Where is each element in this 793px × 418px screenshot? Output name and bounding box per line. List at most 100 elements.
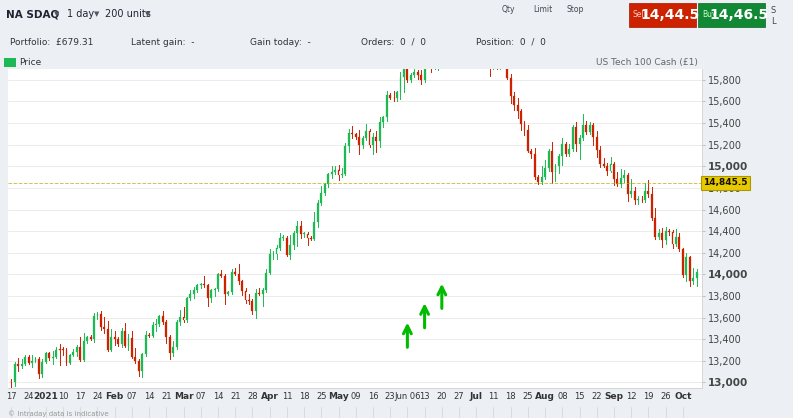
Bar [606,166,608,171]
Bar [351,133,353,135]
Text: 14: 14 [144,393,155,401]
Bar [641,199,642,201]
Bar [210,291,212,298]
Bar [393,97,395,98]
Bar [647,191,649,194]
Bar [35,359,36,361]
Bar [554,166,557,172]
Text: Limit: Limit [533,5,552,14]
Bar [651,194,653,218]
Text: 17: 17 [6,393,17,401]
Bar [179,317,181,322]
Text: 2021: 2021 [33,393,58,401]
Bar [479,16,481,36]
Bar [324,184,326,193]
Bar [600,150,601,164]
Bar [592,125,594,137]
Bar [523,124,526,130]
Text: Mar: Mar [174,393,193,401]
Bar [31,361,33,363]
Bar [203,284,205,285]
Bar [293,233,295,245]
Text: 18: 18 [505,393,516,401]
Bar [623,175,625,178]
Bar [193,290,195,293]
Bar [303,233,305,234]
Bar [151,325,154,336]
Bar [365,131,367,138]
FancyBboxPatch shape [629,3,696,27]
Bar [544,168,546,177]
Text: 24: 24 [23,393,34,401]
Bar [107,329,109,350]
Bar [513,96,515,105]
Bar [307,234,308,238]
Text: 28: 28 [247,393,258,401]
Bar [354,135,357,138]
Bar [375,137,377,141]
Text: 1 day: 1 day [67,9,94,19]
Bar [45,354,47,362]
Bar [679,237,680,249]
Bar [400,77,401,92]
Text: 14,46.5: 14,46.5 [710,8,769,22]
Bar [396,92,398,98]
Bar [362,138,363,145]
Text: ▼: ▼ [94,11,99,17]
Text: 21: 21 [161,393,171,401]
Bar [427,56,429,58]
Text: 13: 13 [419,393,430,401]
Bar [251,301,254,311]
Bar [500,57,501,66]
Bar [172,347,174,353]
Text: 10: 10 [58,393,68,401]
Bar [682,249,684,275]
Bar [630,191,632,194]
Bar [451,21,453,28]
Text: 07: 07 [195,393,206,401]
Bar [128,338,129,346]
Bar [134,357,136,361]
Bar [234,272,236,274]
Bar [3,58,16,67]
Text: 200 units: 200 units [105,9,151,19]
Text: 11: 11 [488,393,499,401]
Bar [244,291,247,300]
Bar [438,51,439,56]
Bar [692,278,694,281]
Bar [496,60,498,66]
Bar [41,362,44,374]
Bar [385,95,388,117]
Bar [417,72,419,74]
Bar [644,191,646,201]
Bar [231,272,232,292]
Bar [565,144,567,154]
Bar [506,61,508,78]
Bar [454,7,457,21]
Bar [282,237,285,238]
Bar [358,138,360,145]
Text: Position:  0  /  0: Position: 0 / 0 [476,38,546,47]
Bar [317,203,319,222]
Bar [86,337,88,341]
Text: ▼: ▼ [145,11,151,17]
Text: Feb: Feb [105,393,124,401]
Bar [82,341,85,360]
Bar [328,174,329,184]
Text: 25: 25 [523,393,533,401]
Bar [224,276,226,293]
Bar [79,347,81,360]
Bar [475,5,477,16]
Bar [148,334,150,336]
Bar [538,177,539,182]
Bar [124,331,126,346]
Bar [28,357,29,363]
Bar [372,137,374,145]
Bar [637,199,639,200]
Text: 17: 17 [75,393,86,401]
Bar [469,7,470,11]
Bar [503,57,505,61]
Bar [200,284,201,285]
Bar [72,352,75,355]
Bar [382,117,385,122]
